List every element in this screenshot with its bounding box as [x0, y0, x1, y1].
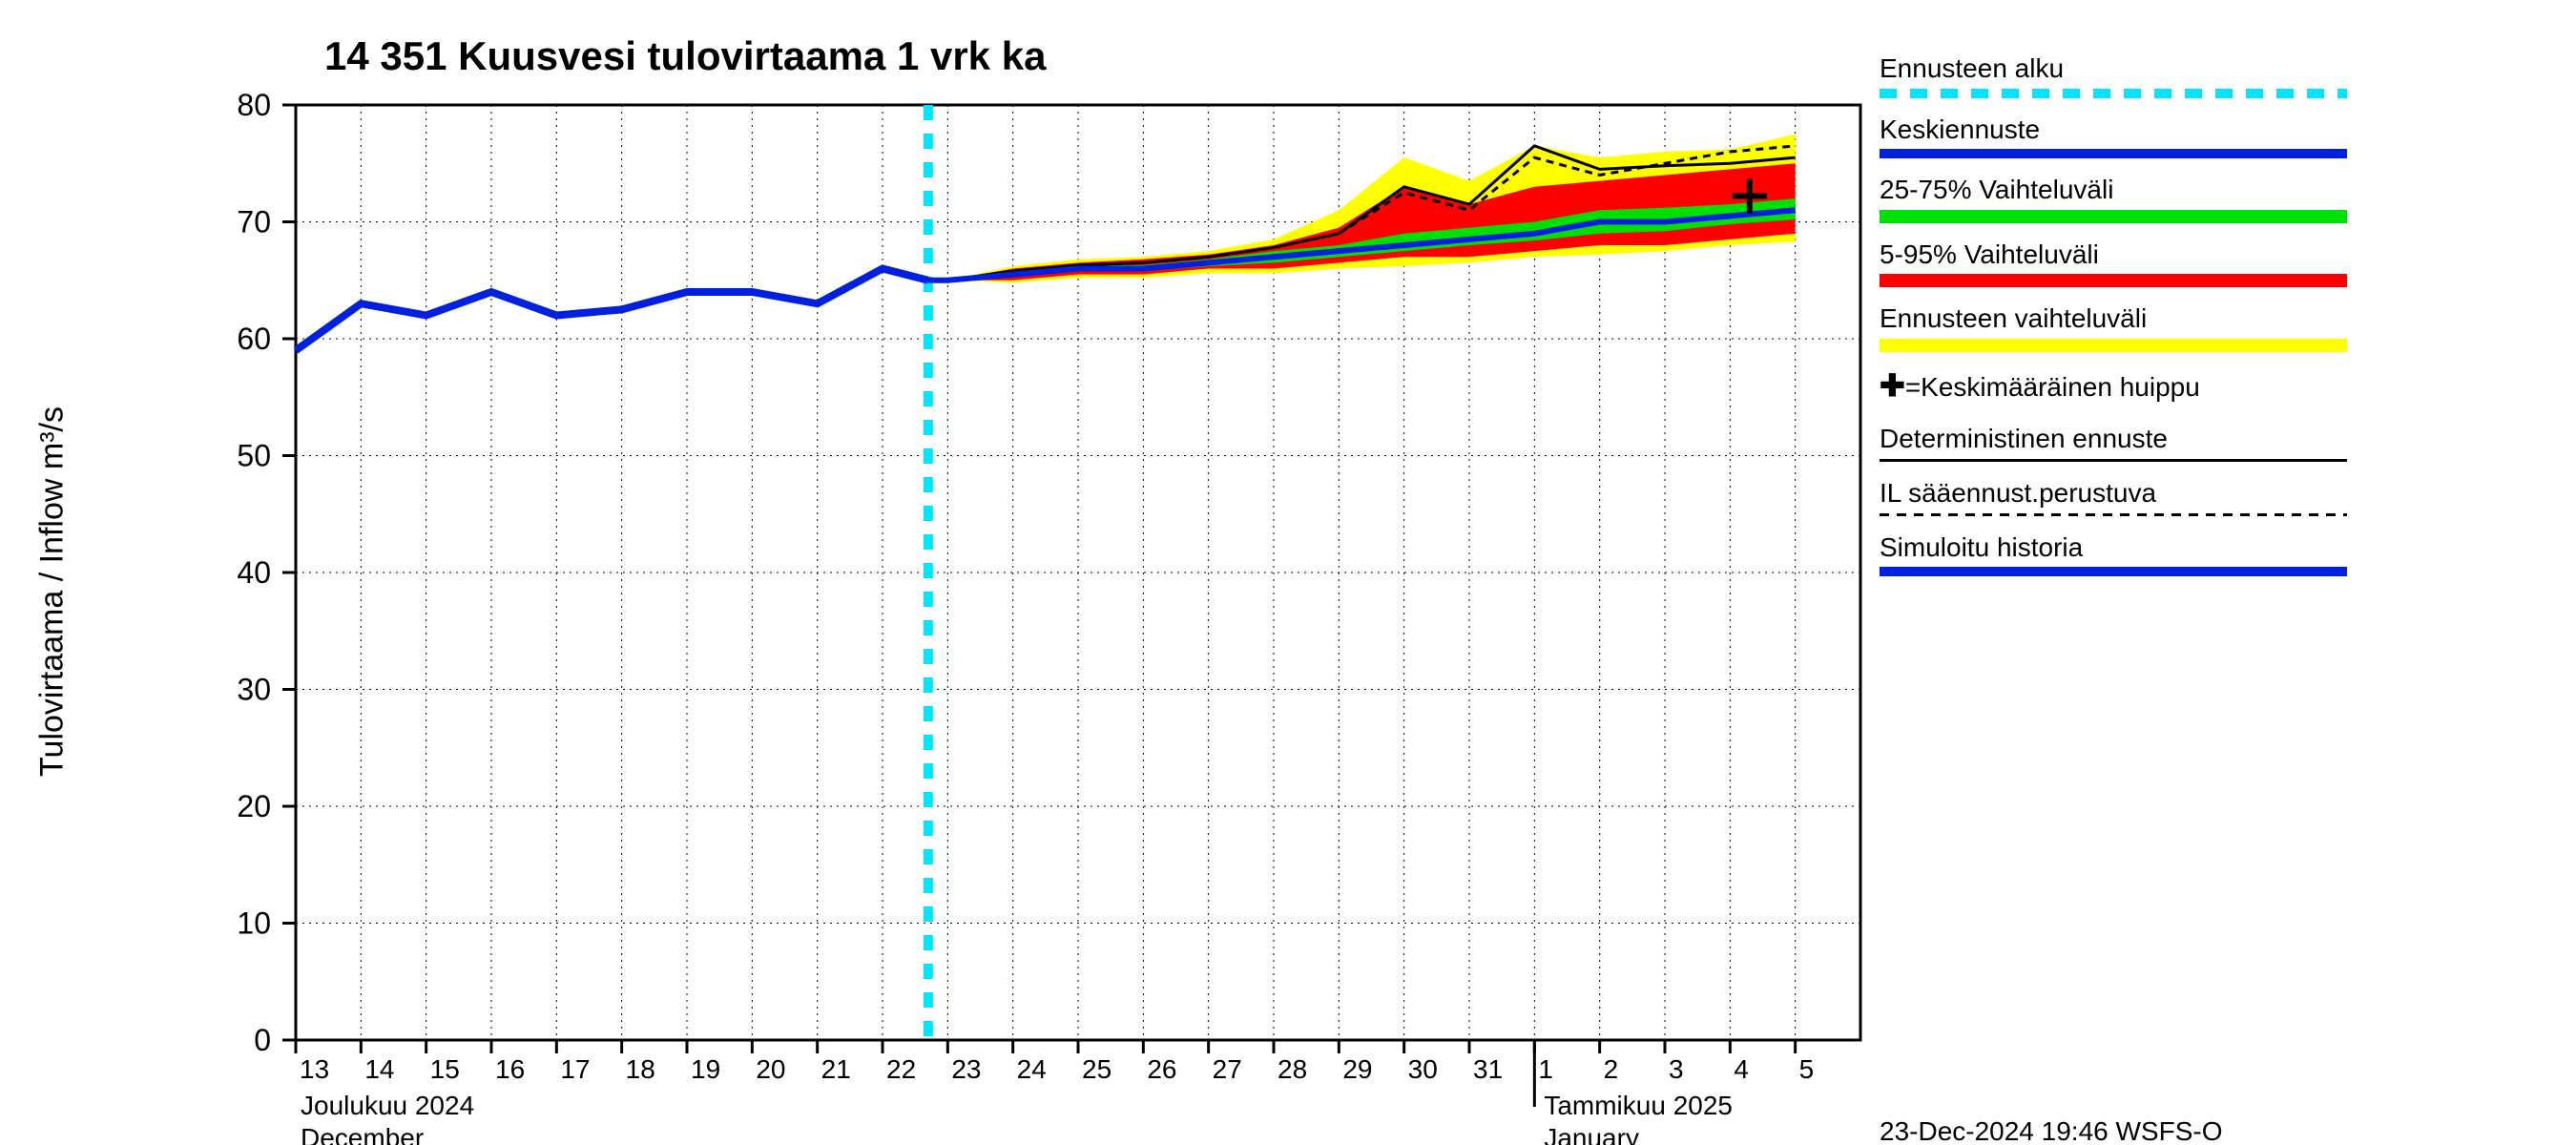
svg-text:31: 31	[1473, 1054, 1503, 1084]
legend-swatch	[1880, 210, 2347, 223]
legend-item-deterministic: Deterministinen ennuste	[1880, 423, 2376, 475]
svg-text:10: 10	[237, 906, 271, 941]
svg-text:25: 25	[1082, 1054, 1111, 1084]
svg-text:December: December	[301, 1123, 424, 1145]
svg-text:15: 15	[430, 1054, 460, 1084]
svg-text:22: 22	[886, 1054, 916, 1084]
svg-text:4: 4	[1734, 1054, 1749, 1084]
svg-text:21: 21	[821, 1054, 851, 1084]
legend-label: ✚=Keskimääräinen huippu	[1880, 367, 2376, 404]
svg-text:20: 20	[237, 789, 271, 823]
legend-item-peak: ✚=Keskimääräinen huippu	[1880, 367, 2376, 421]
legend-label: IL sääennust.perustuva	[1880, 477, 2376, 510]
legend-swatch	[1880, 339, 2347, 352]
legend-item-median: Keskiennuste	[1880, 114, 2376, 173]
svg-text:50: 50	[237, 439, 271, 473]
legend: Ennusteen alku Keskiennuste 25-75% Vaihtel…	[1880, 52, 2376, 592]
legend-item-band2575: 25-75% Vaihteluväli	[1880, 174, 2376, 237]
svg-text:23: 23	[951, 1054, 981, 1084]
svg-text:18: 18	[626, 1054, 655, 1084]
svg-text:January: January	[1544, 1123, 1639, 1145]
svg-text:29: 29	[1342, 1054, 1372, 1084]
legend-swatch	[1880, 149, 2347, 158]
svg-text:28: 28	[1278, 1054, 1307, 1084]
svg-text:14: 14	[364, 1054, 394, 1084]
svg-text:17: 17	[560, 1054, 590, 1084]
legend-swatch	[1880, 89, 2347, 98]
legend-item-band595: 5-95% Vaihteluväli	[1880, 239, 2376, 302]
legend-item-bandfull: Ennusteen vaihteluväli	[1880, 302, 2376, 365]
svg-text:19: 19	[691, 1054, 720, 1084]
svg-text:30: 30	[237, 673, 271, 707]
legend-item-history: Simuloitu historia	[1880, 531, 2376, 591]
legend-swatch	[1880, 567, 2347, 576]
svg-text:16: 16	[495, 1054, 525, 1084]
svg-text:5: 5	[1799, 1054, 1815, 1084]
svg-text:1: 1	[1538, 1054, 1553, 1084]
footer-timestamp: 23-Dec-2024 19:46 WSFS-O	[1880, 1116, 2223, 1145]
chart-container: 14 351 Kuusvesi tulovirtaama 1 vrk ka Tu…	[0, 0, 2576, 1145]
legend-swatch	[1880, 274, 2347, 287]
svg-text:30: 30	[1408, 1054, 1438, 1084]
svg-text:Tammikuu 2025: Tammikuu 2025	[1544, 1091, 1733, 1120]
svg-text:24: 24	[1017, 1054, 1047, 1084]
legend-label: Deterministinen ennuste	[1880, 423, 2376, 455]
svg-text:60: 60	[237, 322, 271, 356]
svg-text:27: 27	[1213, 1054, 1242, 1084]
legend-label: 25-75% Vaihteluväli	[1880, 174, 2376, 206]
svg-text:20: 20	[756, 1054, 785, 1084]
legend-label: Keskiennuste	[1880, 114, 2376, 146]
svg-text:13: 13	[300, 1054, 329, 1084]
legend-label: Ennusteen vaihteluväli	[1880, 302, 2376, 335]
svg-text:0: 0	[254, 1023, 271, 1057]
svg-text:70: 70	[237, 205, 271, 239]
svg-text:2: 2	[1604, 1054, 1619, 1084]
svg-text:Joulukuu 2024: Joulukuu 2024	[301, 1091, 474, 1120]
legend-label: Simuloitu historia	[1880, 531, 2376, 564]
legend-label: 5-95% Vaihteluväli	[1880, 239, 2376, 271]
svg-text:26: 26	[1147, 1054, 1176, 1084]
legend-item-il: IL sääennust.perustuva	[1880, 477, 2376, 530]
svg-text:40: 40	[237, 555, 271, 590]
legend-label: Ennusteen alku	[1880, 52, 2376, 85]
svg-text:3: 3	[1669, 1054, 1684, 1084]
svg-text:80: 80	[237, 88, 271, 122]
legend-item-forecast_start: Ennusteen alku	[1880, 52, 2376, 112]
